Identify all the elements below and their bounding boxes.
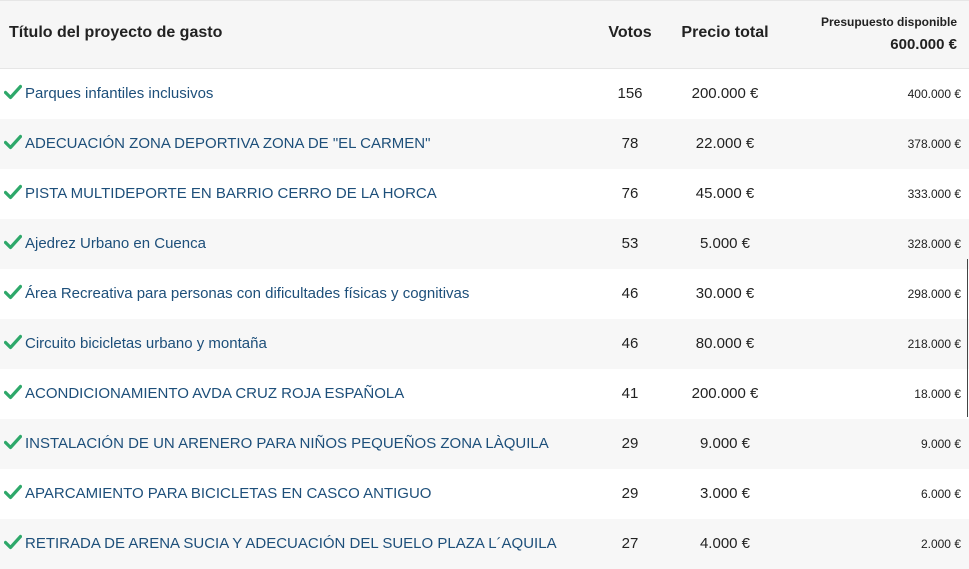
remaining-budget-cell: 18.000 €	[914, 387, 961, 401]
table-row: APARCAMIENTO PARA BICICLETAS EN CASCO AN…	[0, 469, 969, 519]
project-title-link[interactable]: Circuito bicicletas urbano y montaña	[25, 335, 267, 352]
project-title-link[interactable]: ACONDICIONAMIENTO AVDA CRUZ ROJA ESPAÑOL…	[25, 385, 405, 402]
header-title: Título del proyecto de gasto	[9, 24, 223, 41]
header-budget: Presupuesto disponible 600.000 €	[821, 15, 957, 53]
remaining-budget-cell: 2.000 €	[920, 537, 961, 551]
remaining-budget-cell: 298.000 €	[907, 287, 961, 301]
budget-label: Presupuesto disponible	[820, 15, 957, 29]
price-cell: 200.000 €	[691, 385, 759, 402]
votes-cell: 27	[621, 535, 639, 552]
votes-cell: 156	[617, 85, 643, 102]
check-icon	[4, 184, 22, 200]
check-icon	[4, 284, 22, 300]
price-cell: 4.000 €	[699, 535, 751, 552]
price-cell: 45.000 €	[695, 185, 755, 202]
table-row: RETIRADA DE ARENA SUCIA Y ADECUACIÓN DEL…	[0, 519, 969, 569]
votes-cell: 53	[621, 235, 639, 252]
table-row: Ajedrez Urbano en Cuenca 53 5.000 € 328.000…	[0, 219, 969, 269]
check-icon	[4, 234, 22, 250]
votes-cell: 46	[621, 285, 639, 302]
table-row: PISTA MULTIDEPORTE EN BARRIO CERRO DE LA…	[0, 169, 969, 219]
price-cell: 80.000 €	[695, 335, 755, 352]
project-title-link[interactable]: Área Recreativa para personas con dificu…	[25, 285, 470, 302]
remaining-budget-cell: 400.000 €	[907, 87, 961, 101]
votes-cell: 29	[621, 485, 639, 502]
price-cell: 200.000 €	[691, 85, 759, 102]
table-header: Título del proyecto de gasto Votos Preci…	[0, 0, 969, 69]
table-row: ACONDICIONAMIENTO AVDA CRUZ ROJA ESPAÑOL…	[0, 369, 969, 419]
table-row: ADECUACIÓN ZONA DEPORTIVA ZONA DE "EL CA…	[0, 119, 969, 169]
table-body: Parques infantiles inclusivos 156 200.000 …	[0, 69, 969, 569]
project-title-link[interactable]: Ajedrez Urbano en Cuenca	[25, 235, 206, 252]
project-title-link[interactable]: APARCAMIENTO PARA BICICLETAS EN CASCO AN…	[25, 485, 432, 502]
remaining-budget-cell: 328.000 €	[907, 237, 961, 251]
table-row: Circuito bicicletas urbano y montaña 46 80…	[0, 319, 969, 369]
price-cell: 5.000 €	[699, 235, 751, 252]
remaining-budget-cell: 333.000 €	[907, 187, 961, 201]
project-title-link[interactable]: PISTA MULTIDEPORTE EN BARRIO CERRO DE LA…	[25, 185, 437, 202]
table-row: INSTALACIÓN DE UN ARENERO PARA NIÑOS PEQ…	[0, 419, 969, 469]
price-cell: 22.000 €	[695, 135, 755, 152]
project-title-link[interactable]: Parques infantiles inclusivos	[25, 85, 214, 102]
check-icon	[4, 334, 22, 350]
header-price: Precio total	[681, 24, 769, 41]
project-title-link[interactable]: RETIRADA DE ARENA SUCIA Y ADECUACIÓN DEL…	[25, 535, 557, 552]
table-row: Parques infantiles inclusivos 156 200.000 …	[0, 69, 969, 119]
votes-cell: 46	[621, 335, 639, 352]
project-title-link[interactable]: ADECUACIÓN ZONA DEPORTIVA ZONA DE "EL CA…	[25, 135, 431, 152]
check-icon	[4, 134, 22, 150]
check-icon	[4, 84, 22, 100]
price-cell: 3.000 €	[699, 485, 751, 502]
remaining-budget-cell: 9.000 €	[920, 437, 961, 451]
price-cell: 30.000 €	[695, 285, 755, 302]
remaining-budget-cell: 378.000 €	[907, 137, 961, 151]
check-icon	[4, 534, 22, 550]
votes-cell: 78	[621, 135, 639, 152]
votes-cell: 41	[621, 385, 639, 402]
remaining-budget-cell: 218.000 €	[907, 337, 961, 351]
check-icon	[4, 484, 22, 500]
check-icon	[4, 434, 22, 450]
table-row: Área Recreativa para personas con dificu…	[0, 269, 969, 319]
scrollbar[interactable]	[967, 259, 968, 417]
votes-cell: 29	[621, 435, 639, 452]
price-cell: 9.000 €	[699, 435, 751, 452]
remaining-budget-cell: 6.000 €	[920, 487, 961, 501]
votes-cell: 76	[621, 185, 639, 202]
project-title-link[interactable]: INSTALACIÓN DE UN ARENERO PARA NIÑOS PEQ…	[25, 435, 549, 452]
check-icon	[4, 384, 22, 400]
header-votes: Votos	[608, 24, 652, 41]
budget-amount: 600.000 €	[890, 36, 957, 53]
